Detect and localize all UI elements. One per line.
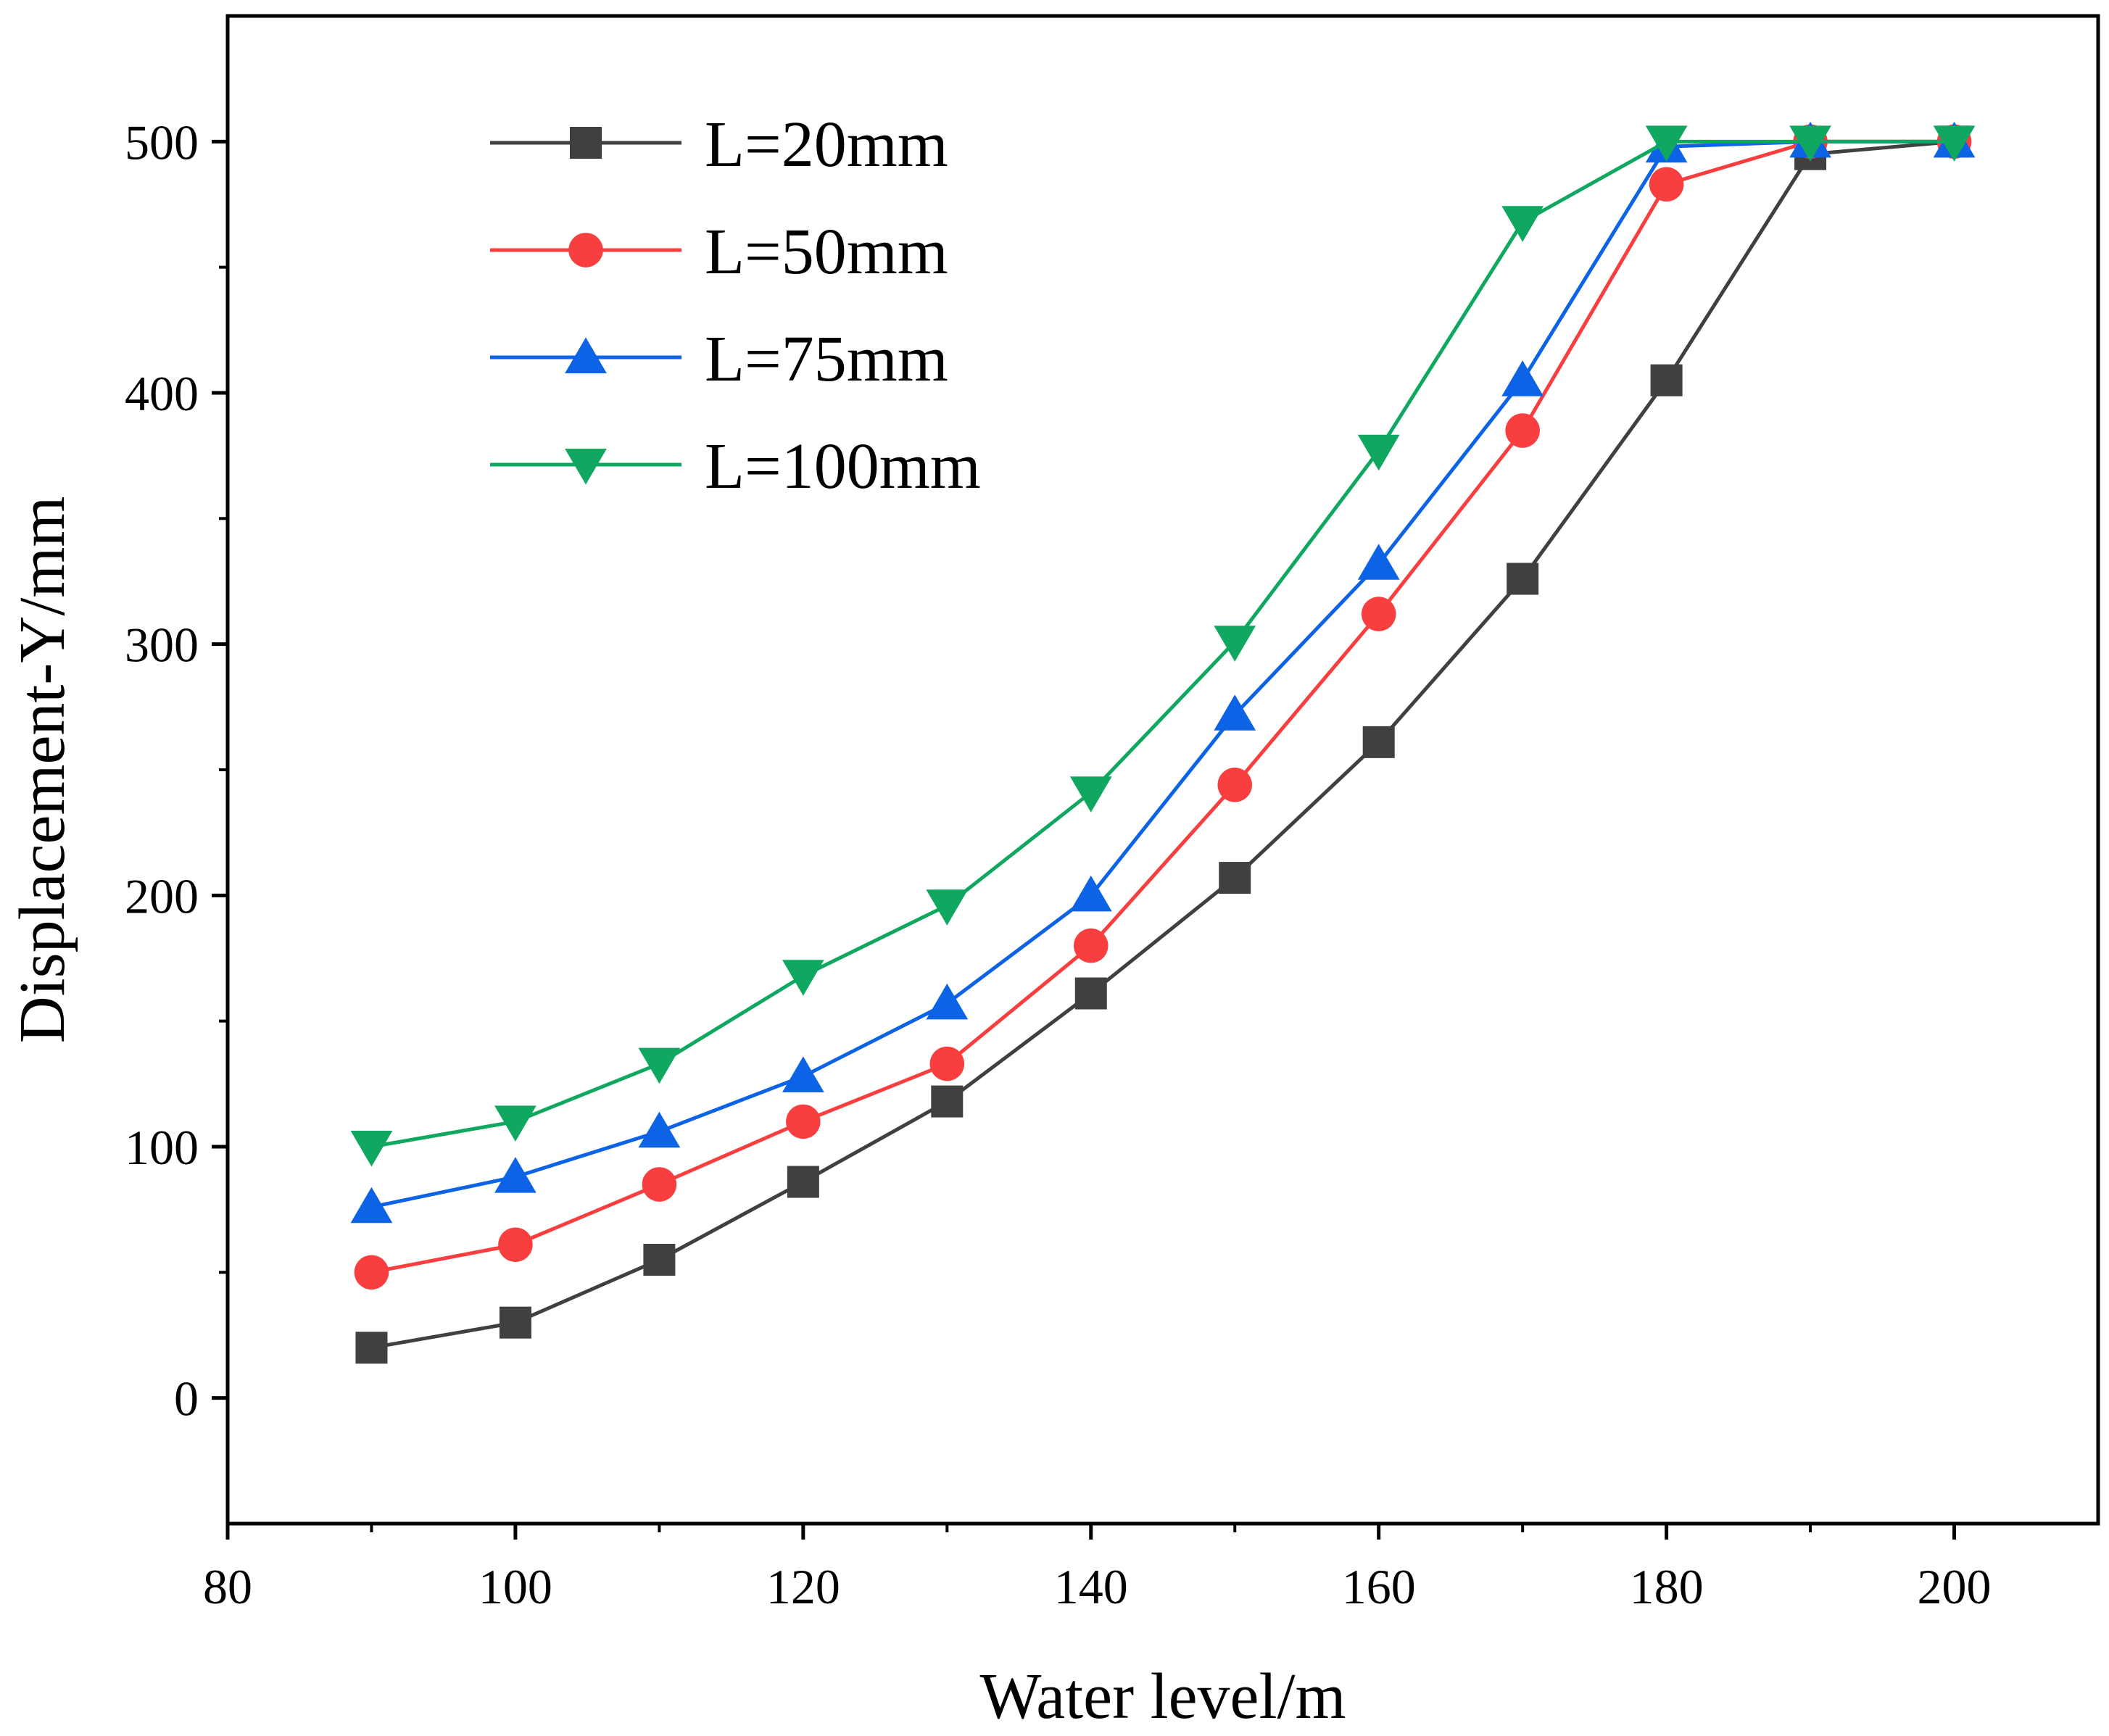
- marker-square: [1650, 364, 1683, 396]
- series-line: [370, 139, 1955, 1209]
- marker-triangle-down: [350, 1131, 393, 1167]
- x-tick-label: 140: [1054, 1559, 1128, 1614]
- marker-circle: [568, 233, 603, 267]
- x-tick-label: 100: [478, 1559, 552, 1614]
- x-tick-label: 180: [1630, 1559, 1704, 1614]
- series-l-100mm: [350, 125, 1976, 1167]
- y-tick-label: 0: [174, 1371, 199, 1426]
- legend-label: L=50mm: [705, 216, 948, 288]
- x-axis-title: Water level/m: [979, 1661, 1346, 1732]
- legend-item: L=75mm: [490, 323, 948, 395]
- marker-triangle-up: [494, 1157, 536, 1193]
- marker-square: [355, 1332, 388, 1364]
- marker-triangle-up: [1357, 544, 1400, 580]
- x-tick-label: 80: [203, 1559, 252, 1614]
- marker-square: [570, 127, 602, 159]
- marker-triangle-down: [1069, 776, 1112, 813]
- x-tick-label: 200: [1918, 1559, 1992, 1614]
- series-l-50mm: [354, 124, 1972, 1290]
- marker-triangle-down: [1789, 125, 1831, 162]
- series-l-20mm: [355, 125, 1971, 1364]
- marker-circle: [1361, 597, 1396, 631]
- plot-frame: [225, 14, 2100, 1526]
- marker-circle: [1505, 413, 1540, 448]
- series-line: [370, 139, 1955, 1274]
- marker-triangle-down: [1214, 626, 1256, 662]
- marker-triangle-down: [638, 1047, 681, 1084]
- y-tick-label: 100: [125, 1120, 199, 1175]
- marker-triangle-down: [494, 1105, 536, 1142]
- marker-triangle-down: [926, 889, 969, 926]
- series-layer: [350, 121, 1976, 1364]
- series-l-75mm: [350, 121, 1976, 1224]
- marker-triangle-down: [782, 960, 824, 996]
- legend-label: L=75mm: [705, 323, 948, 395]
- marker-square: [499, 1306, 531, 1339]
- axis-ticks: 80 100 120 140 160 180 200 0 100 200 300 400 500: [125, 115, 1992, 1614]
- x-tick-label: 160: [1342, 1559, 1416, 1614]
- marker-triangle-up: [638, 1111, 681, 1148]
- marker-circle: [354, 1255, 389, 1290]
- marker-triangle-up: [1501, 360, 1544, 396]
- marker-triangle-down: [565, 449, 607, 485]
- marker-square: [1219, 862, 1251, 894]
- marker-triangle-up: [926, 983, 969, 1020]
- series-line: [371, 139, 1955, 1350]
- legend: L=20mm L=50mm L=75mm L=100mm: [490, 109, 981, 502]
- marker-circle: [1074, 928, 1109, 963]
- marker-square: [931, 1085, 964, 1118]
- marker-circle: [498, 1227, 533, 1262]
- marker-circle: [642, 1167, 677, 1202]
- marker-circle: [929, 1046, 965, 1081]
- legend-label: L=20mm: [705, 109, 948, 180]
- marker-triangle-down: [1933, 125, 1976, 162]
- y-tick-label: 200: [125, 868, 199, 923]
- marker-triangle-up: [565, 337, 607, 373]
- legend-item: L=20mm: [490, 109, 948, 180]
- legend-item: L=100mm: [490, 431, 981, 502]
- x-tick-label: 120: [766, 1559, 840, 1614]
- marker-circle: [1217, 768, 1252, 802]
- marker-triangle-up: [1214, 694, 1256, 731]
- y-axis-title: Displacement-Y/mm: [7, 497, 78, 1044]
- legend-item: L=50mm: [490, 216, 948, 288]
- marker-triangle-up: [782, 1056, 824, 1092]
- marker-triangle-down: [1645, 125, 1688, 162]
- marker-triangle-up: [350, 1187, 393, 1224]
- series-line: [371, 139, 1955, 1149]
- marker-square: [1362, 726, 1395, 758]
- marker-square: [1074, 977, 1107, 1010]
- y-tick-label: 300: [125, 618, 199, 673]
- y-tick-label: 500: [125, 115, 199, 170]
- legend-label: L=100mm: [705, 431, 981, 502]
- marker-triangle-up: [1069, 875, 1112, 912]
- marker-circle: [1649, 167, 1684, 202]
- marker-square: [787, 1166, 819, 1198]
- marker-triangle-down: [1357, 434, 1400, 471]
- marker-triangle-down: [1501, 206, 1544, 242]
- marker-square: [643, 1244, 676, 1276]
- marker-square: [1507, 562, 1539, 595]
- y-tick-label: 400: [125, 366, 199, 421]
- marker-circle: [786, 1104, 821, 1139]
